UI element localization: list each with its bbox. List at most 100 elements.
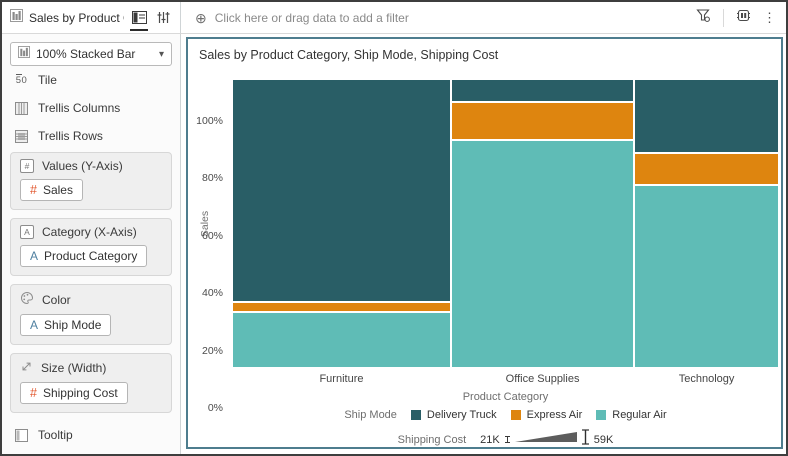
legend-swatch xyxy=(510,410,521,420)
bars-container xyxy=(233,80,778,368)
color-legend-items: Delivery Truck Express Air Regular Air xyxy=(410,409,667,421)
add-filter-icon[interactable]: ⊕ xyxy=(195,9,207,26)
measure-hash-icon: # xyxy=(30,386,37,400)
size-diagonal-arrow-icon xyxy=(20,360,33,376)
sidebar-item-trellis-rows[interactable]: Trellis Rows xyxy=(10,122,172,150)
segment-regular-air[interactable] xyxy=(451,140,634,367)
chart-title: Sales by Product Category, Ship Mode, Sh… xyxy=(199,48,499,62)
segment-express-air[interactable] xyxy=(451,103,634,139)
filter-bar[interactable]: ⊕ Click here or drag data to add a filte… xyxy=(181,2,786,34)
properties-sliders-icon[interactable] xyxy=(154,7,172,29)
y-tick-label: 20% xyxy=(201,344,223,357)
values-axis-icon: # xyxy=(20,159,34,173)
color-legend-label: Ship Mode xyxy=(344,409,397,421)
pill-shipping-cost[interactable]: # Shipping Cost xyxy=(20,382,128,404)
grid-icon[interactable] xyxy=(736,8,751,28)
section-label: Values (Y-Axis) xyxy=(42,159,123,173)
sidebar-item-label: Trellis Columns xyxy=(38,101,121,115)
measure-hash-icon: # xyxy=(30,183,37,197)
toolbar-divider xyxy=(723,8,724,27)
size-legend-min: 21K xyxy=(480,433,500,446)
segment-regular-air[interactable] xyxy=(233,313,450,367)
legend-item-label: Delivery Truck xyxy=(426,409,497,421)
pill-ship-mode[interactable]: A Ship Mode xyxy=(20,314,112,336)
y-tick-label: 60% xyxy=(201,229,223,242)
sidebar-item-detail[interactable]: Detail xyxy=(10,449,172,454)
menu-icon[interactable]: ⋮ xyxy=(763,9,776,25)
top-bar: Sales by Product Ca... ⊕ Click here or d… xyxy=(2,2,786,34)
bar-office-supplies xyxy=(451,80,634,367)
size-legend: Shipping Cost 21K 59K xyxy=(233,429,778,450)
segment-express-air[interactable] xyxy=(635,154,778,184)
size-ramp-triangle-icon xyxy=(514,430,577,449)
legend-swatch xyxy=(596,410,607,420)
grammar-panel-icon[interactable] xyxy=(130,7,148,31)
pill-label: Sales xyxy=(42,183,73,197)
pill-label: Shipping Cost xyxy=(42,386,118,400)
tooltip-icon xyxy=(14,428,29,442)
attribute-a-icon: A xyxy=(30,318,39,332)
pill-product-category[interactable]: A Product Category xyxy=(20,245,148,267)
plot-area: 100% 80% 60% 40% 20% 0% xyxy=(196,80,778,414)
y-tick-label: 40% xyxy=(201,287,223,300)
segment-delivery-truck[interactable] xyxy=(233,80,450,301)
segment-delivery-truck[interactable] xyxy=(635,80,778,153)
trellis-rows-icon xyxy=(14,129,29,143)
viz-type-value: 100% Stacked Bar xyxy=(36,47,136,61)
legend-item-delivery-truck[interactable]: Delivery Truck xyxy=(410,409,497,421)
viz-type-dropdown[interactable]: 100% Stacked Bar ▾ xyxy=(10,42,172,66)
sidebar-item-label: Tooltip xyxy=(38,428,73,442)
color-legend: Ship Mode Delivery Truck Express Air Regul… xyxy=(233,409,778,421)
viz-panel-selected[interactable]: Sales by Product Category, Ship Mode, Sh… xyxy=(186,37,783,449)
sidebar-item-label: Tile xyxy=(38,73,57,87)
drop-zone-values-y-axis[interactable]: # Values (Y-Axis) # Sales xyxy=(10,152,172,210)
viz-pane-header: Sales by Product Ca... xyxy=(2,2,181,34)
sidebar-item-tooltip[interactable]: Tooltip xyxy=(10,421,172,449)
bar-technology xyxy=(635,80,778,368)
x-axis-label: Furniture xyxy=(319,373,364,385)
viz-title-truncated: Sales by Product Ca... xyxy=(29,10,124,25)
size-legend-max: 59K xyxy=(593,433,614,446)
x-axis-label: Office Supplies xyxy=(505,373,580,385)
sidebar-item-trellis-columns[interactable]: Trellis Columns xyxy=(10,94,172,122)
pill-sales[interactable]: # Sales xyxy=(20,179,83,201)
section-label: Color xyxy=(42,292,71,307)
segment-express-air[interactable] xyxy=(233,302,450,312)
color-palette-icon xyxy=(20,291,34,308)
y-axis-ticks: 100% 80% 60% 40% 20% 0% xyxy=(188,115,228,414)
y-tick-label: 100% xyxy=(196,115,223,127)
segment-delivery-truck[interactable] xyxy=(451,80,634,102)
size-min-marker-icon xyxy=(504,431,511,449)
trellis-columns-icon xyxy=(14,101,29,115)
pill-label: Ship Mode xyxy=(44,318,102,332)
filter-icon[interactable] xyxy=(696,8,711,28)
sidebar-item-tile[interactable]: 50 Tile xyxy=(10,66,172,94)
topbar-actions: ⋮ xyxy=(696,8,776,28)
canvas-area: Sales by Product Category, Ship Mode, Sh… xyxy=(181,34,786,454)
bar-furniture xyxy=(233,80,450,367)
section-label: Category (X-Axis) xyxy=(42,225,137,239)
size-legend-scale: 21K 59K xyxy=(480,429,613,450)
legend-item-express-air[interactable]: Express Air xyxy=(510,409,583,421)
legend-swatch xyxy=(410,410,421,420)
drop-zone-category-x-axis[interactable]: A Category (X-Axis) A Product Category xyxy=(10,218,172,276)
drop-zone-color[interactable]: Color A Ship Mode xyxy=(10,284,172,345)
x-axis-title: Product Category xyxy=(462,391,549,403)
chevron-down-icon: ▾ xyxy=(158,48,164,60)
legend-item-regular-air[interactable]: Regular Air xyxy=(596,409,667,421)
drop-zone-size-width[interactable]: Size (Width) # Shipping Cost xyxy=(10,353,172,413)
pill-label: Product Category xyxy=(44,249,138,263)
y-tick-label: 0% xyxy=(207,402,223,414)
sidebar-item-label: Trellis Rows xyxy=(38,129,103,143)
stacked-bar-chart-icon xyxy=(18,45,30,63)
size-max-marker-icon xyxy=(581,429,590,450)
x-axis-label: Technology xyxy=(678,373,735,385)
size-legend-label: Shipping Cost xyxy=(397,433,467,446)
segment-regular-air[interactable] xyxy=(635,185,778,368)
tile-icon: 50 xyxy=(15,73,28,86)
x-axis-labels: Furniture Office Supplies Technology xyxy=(233,373,778,385)
legend-item-label: Express Air xyxy=(526,409,583,421)
legend-item-label: Regular Air xyxy=(612,409,667,421)
category-axis-icon: A xyxy=(20,225,34,239)
